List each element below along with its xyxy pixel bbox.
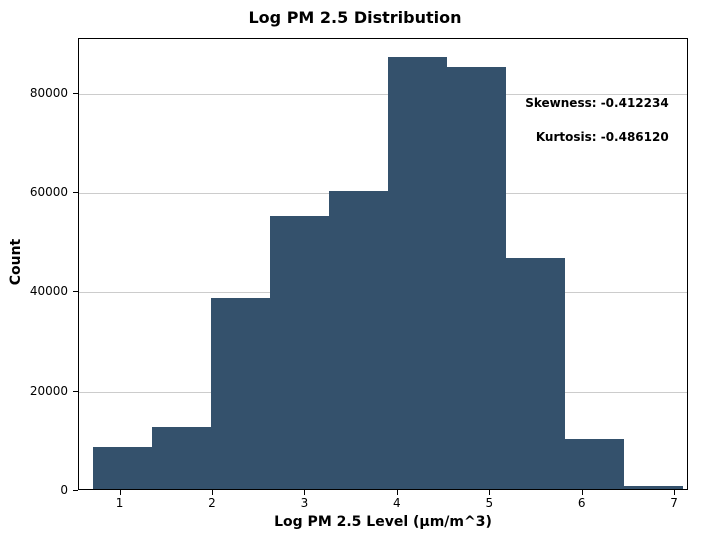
x-tick-label: 6	[578, 496, 586, 510]
x-tick-mark	[304, 490, 305, 495]
plot-area: Skewness: -0.412234 Kurtosis: -0.486120	[78, 38, 688, 490]
chart-annotation: Skewness: -0.412234	[525, 96, 668, 110]
y-tick-mark	[73, 192, 78, 193]
y-tick-mark	[73, 490, 78, 491]
histogram-bar	[388, 57, 447, 489]
histogram-bar	[565, 439, 624, 489]
y-axis-label: Count	[8, 36, 24, 488]
histogram-bar	[211, 298, 270, 489]
x-tick-label: 5	[485, 496, 493, 510]
histogram-bar	[270, 216, 329, 489]
chart-annotation: Kurtosis: -0.486120	[536, 130, 669, 144]
x-tick-mark	[674, 490, 675, 495]
histogram-bar	[624, 486, 683, 489]
chart-container: Log PM 2.5 Distribution Skewness: -0.412…	[0, 0, 710, 541]
y-tick-mark	[73, 93, 78, 94]
histogram-bar	[506, 258, 565, 489]
gridline	[79, 94, 687, 95]
x-tick-mark	[489, 490, 490, 495]
chart-title: Log PM 2.5 Distribution	[0, 8, 710, 27]
x-tick-label: 7	[670, 496, 678, 510]
x-tick-mark	[582, 490, 583, 495]
histogram-bar	[329, 191, 388, 489]
x-tick-label: 2	[208, 496, 216, 510]
histogram-bar	[447, 67, 506, 489]
histogram-bar	[152, 427, 211, 489]
x-tick-label: 4	[393, 496, 401, 510]
x-tick-label: 1	[116, 496, 124, 510]
y-tick-mark	[73, 291, 78, 292]
histogram-bar	[93, 447, 152, 489]
x-tick-label: 3	[301, 496, 309, 510]
x-tick-mark	[212, 490, 213, 495]
y-tick-mark	[73, 391, 78, 392]
x-tick-mark	[397, 490, 398, 495]
x-tick-mark	[120, 490, 121, 495]
x-axis-label: Log PM 2.5 Level (μm/m^3)	[78, 514, 688, 530]
